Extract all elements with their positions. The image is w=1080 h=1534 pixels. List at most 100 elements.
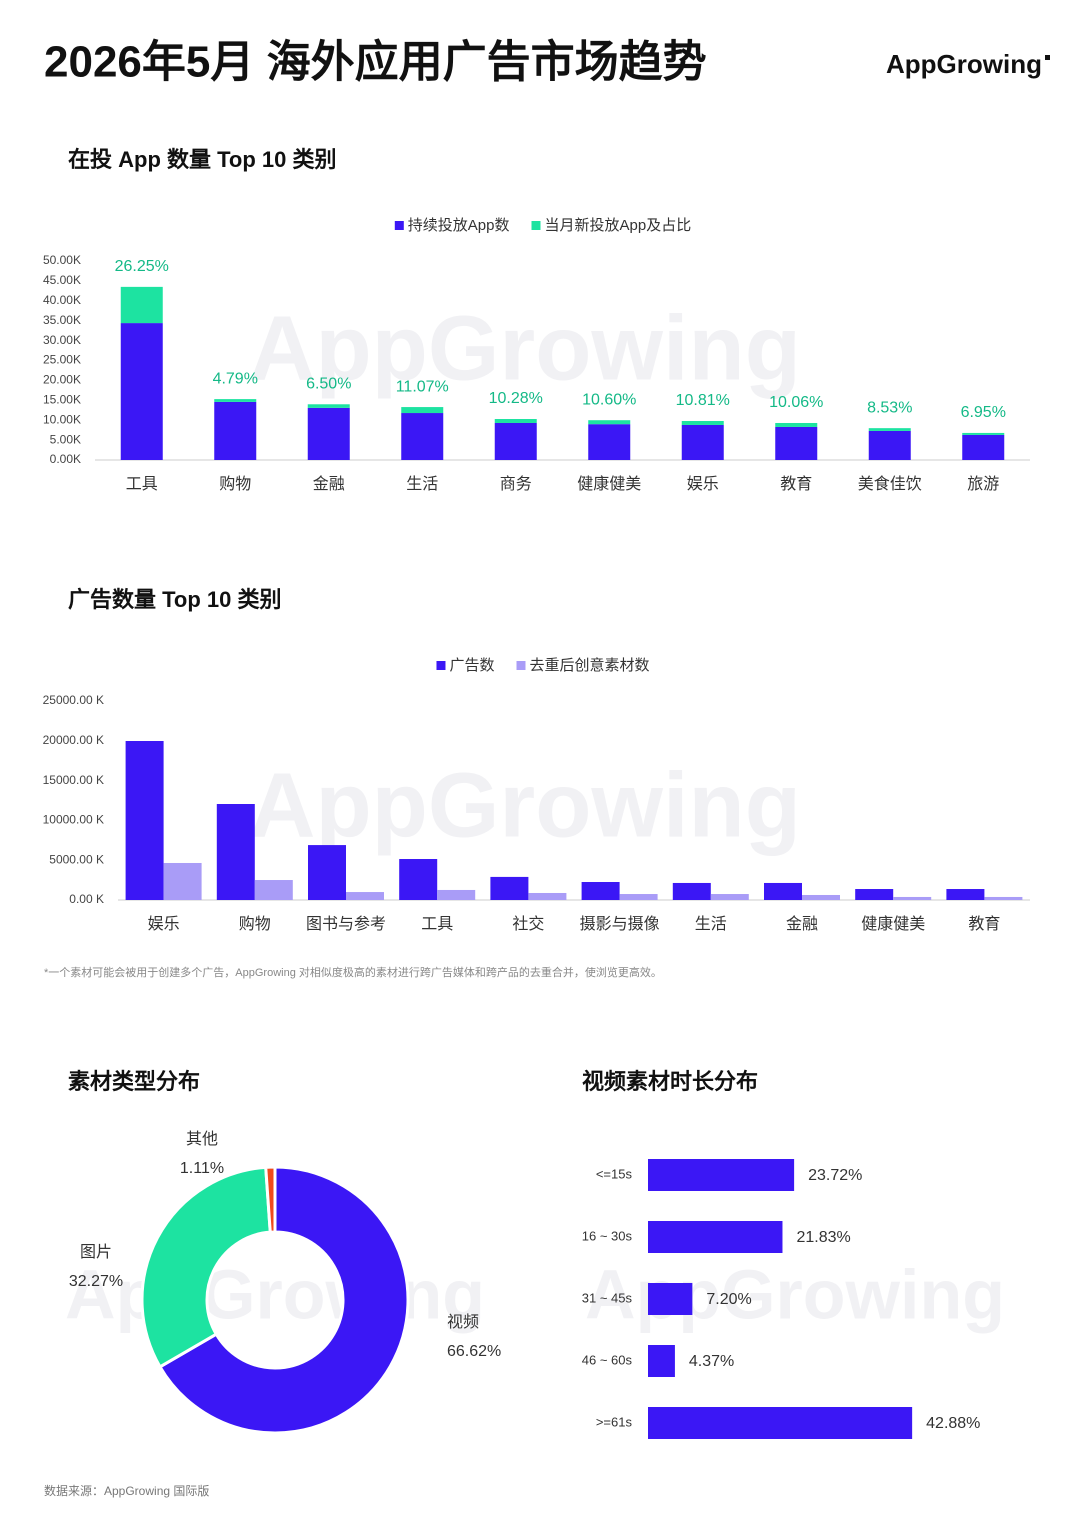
- x-tick-label: 教育: [968, 915, 1000, 933]
- x-tick-label: 美食佳饮: [858, 475, 922, 493]
- x-tick-label: 生活: [406, 475, 438, 493]
- bar-segment: [401, 413, 444, 460]
- share-label: 11.07%: [396, 378, 449, 395]
- y-tick-label: 25000.00 K: [43, 693, 104, 707]
- value-label: 42.88%: [926, 1415, 980, 1432]
- y-tick-label: 10000.00 K: [43, 813, 104, 827]
- bar: [125, 740, 164, 900]
- bar-segment: [962, 434, 1005, 460]
- x-tick-label: 娱乐: [687, 475, 719, 493]
- bar-segment: [120, 323, 163, 460]
- pie-slice: [264, 1165, 277, 1234]
- x-tick-label: 生活: [695, 915, 727, 933]
- y-tick-label: 15000.00 K: [43, 773, 104, 787]
- bar: [648, 1283, 693, 1315]
- y-tick-label: 31 ~ 45s: [582, 1290, 633, 1305]
- bar: [308, 845, 346, 900]
- bar: [802, 894, 840, 900]
- source: 数据来源：AppGrowing 国际版: [44, 1483, 209, 1498]
- bar: [254, 880, 293, 900]
- bar-segment: [307, 407, 350, 460]
- bar-segment: [401, 407, 444, 414]
- slice-name: 其他: [186, 1130, 218, 1148]
- share-label: 6.95%: [961, 404, 1006, 421]
- bar: [648, 1159, 795, 1191]
- watermark: AppGrowing: [249, 297, 801, 399]
- y-tick-label: >=61s: [596, 1414, 633, 1429]
- x-tick-label: 购物: [239, 915, 271, 933]
- legend: 广告数 去重后创意素材数: [436, 656, 650, 674]
- bar: [648, 1345, 675, 1377]
- logo: AppGrowing: [886, 49, 1042, 79]
- bar-segment: [307, 404, 350, 408]
- bar-segment: [494, 422, 537, 460]
- chart-title: 广告数量 Top 10 类别: [68, 587, 282, 612]
- share-label: 10.28%: [489, 390, 543, 407]
- footnote: *一个素材可能会被用于创建多个广告，AppGrowing 对相似度极高的素材进行…: [44, 965, 662, 979]
- x-tick-label: 健康健美: [577, 475, 641, 493]
- bar: [437, 889, 476, 900]
- share-label: 8.53%: [867, 399, 912, 416]
- watermark: AppGrowing: [65, 1255, 485, 1333]
- bar: [163, 862, 202, 900]
- y-tick-label: 46 ~ 60s: [582, 1352, 633, 1367]
- legend: 持续投放App数 当月新投放App及占比: [394, 217, 692, 234]
- x-tick-label: 金融: [786, 915, 818, 933]
- y-tick-label: <=15s: [596, 1166, 633, 1181]
- bar: [648, 1221, 783, 1253]
- y-tick-label: 25.00K: [43, 353, 81, 367]
- x-tick-label: 工具: [126, 476, 158, 493]
- bar: [216, 804, 255, 900]
- bar-segment: [868, 428, 911, 431]
- bar: [893, 896, 932, 900]
- y-tick-label: 45.00K: [43, 273, 81, 287]
- legend-swatch: [394, 221, 404, 230]
- value-label: 7.20%: [706, 1291, 751, 1308]
- legend-label: 当月新投放App及占比: [545, 217, 692, 234]
- bar-segment: [494, 419, 537, 423]
- slice-value: 32.27%: [69, 1273, 123, 1290]
- bar: [619, 894, 658, 900]
- bar-segment: [868, 430, 911, 460]
- x-tick-label: 金融: [313, 475, 345, 493]
- chart-title: 素材类型分布: [68, 1069, 200, 1094]
- bar-segment: [120, 286, 163, 324]
- logo-dot: [1045, 55, 1050, 60]
- legend-swatch: [436, 661, 446, 670]
- y-tick-label: 10.00K: [43, 412, 81, 426]
- bar-segment: [588, 424, 631, 460]
- bar-segment: [775, 422, 818, 427]
- x-tick-label: 教育: [780, 475, 812, 493]
- bar-segment: [775, 426, 818, 460]
- y-tick-label: 0.00 K: [69, 892, 104, 906]
- bar: [984, 896, 1023, 900]
- bar-segment: [214, 401, 257, 460]
- bar-segment: [681, 424, 724, 460]
- value-label: 23.72%: [808, 1167, 862, 1184]
- x-tick-label: 旅游: [967, 475, 999, 493]
- y-tick-label: 16 ~ 30s: [582, 1228, 633, 1243]
- share-label: 4.79%: [213, 370, 258, 387]
- bar: [490, 876, 529, 900]
- share-label: 26.25%: [115, 258, 169, 275]
- x-tick-label: 工具: [421, 916, 453, 933]
- y-tick-label: 35.00K: [43, 313, 81, 327]
- y-tick-label: 50.00K: [43, 253, 81, 267]
- slice-name: 图片: [80, 1243, 112, 1261]
- share-label: 10.81%: [676, 392, 730, 409]
- watermark: AppGrowing: [249, 754, 801, 856]
- chart-title: 视频素材时长分布: [582, 1069, 758, 1094]
- bar-segment: [214, 399, 257, 402]
- legend-label: 去重后创意素材数: [530, 656, 650, 674]
- y-tick-label: 15.00K: [43, 392, 81, 406]
- slice-value: 66.62%: [447, 1343, 501, 1360]
- x-tick-label: 购物: [219, 475, 251, 493]
- slice-name: 视频: [447, 1313, 479, 1331]
- y-tick-label: 5.00K: [50, 432, 81, 446]
- x-tick-label: 健康健美: [861, 915, 925, 933]
- x-tick-label: 商务: [500, 475, 532, 493]
- y-tick-label: 20000.00 K: [43, 733, 104, 747]
- x-tick-label: 娱乐: [148, 915, 180, 933]
- bar: [855, 889, 894, 900]
